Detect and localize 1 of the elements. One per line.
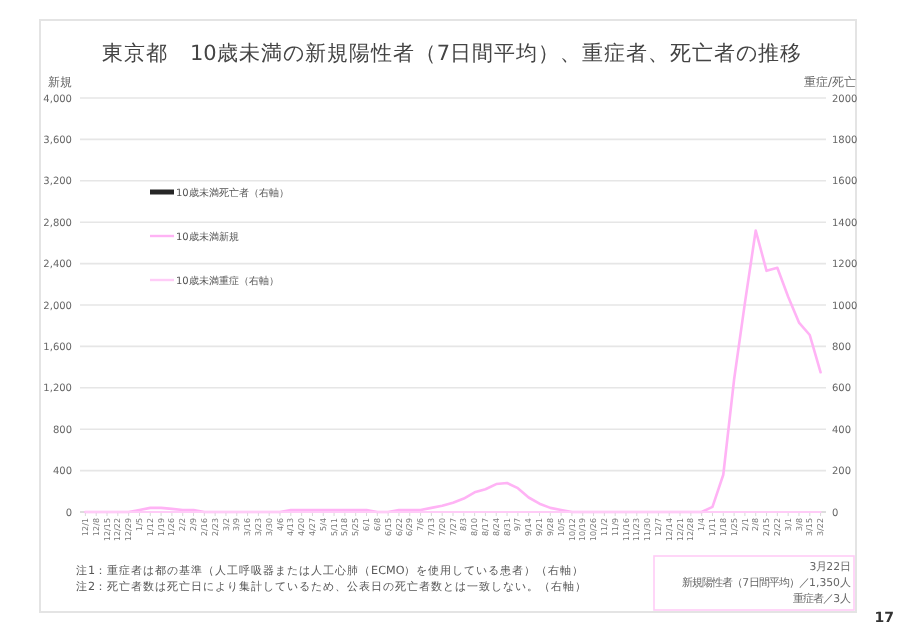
chart-title: 東京都 10歳未満の新規陽性者（7日間平均）、重症者、死亡者の推移 [101,40,803,66]
